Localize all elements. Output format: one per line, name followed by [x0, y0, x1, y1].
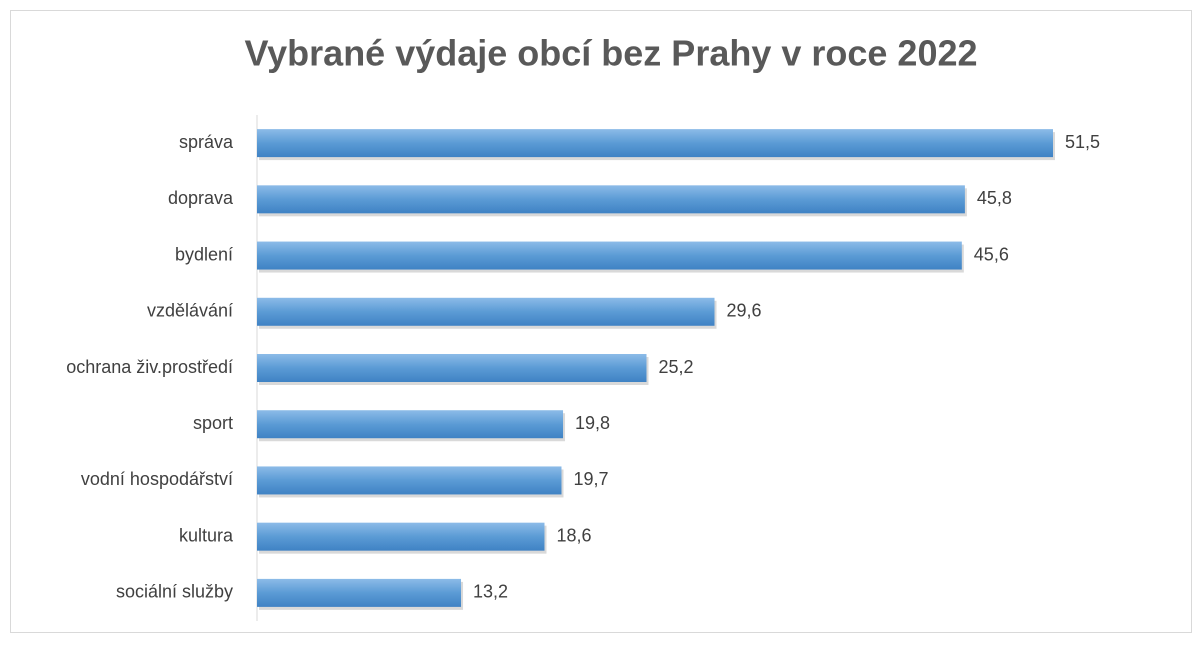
value-label: 18,6 [556, 525, 591, 545]
bar [257, 410, 564, 439]
value-label: 29,6 [727, 301, 762, 321]
value-label: 45,6 [974, 244, 1009, 264]
bar [257, 578, 462, 607]
value-label: 51,5 [1065, 132, 1100, 152]
category-label: správa [179, 132, 234, 152]
chart-title: Vybrané výdaje obcí bez Prahy v roce 202… [244, 33, 977, 74]
bar [257, 129, 1053, 158]
bar [257, 522, 545, 551]
value-label: 19,7 [573, 469, 608, 489]
category-label: kultura [179, 525, 234, 545]
category-label: ochrana živ.prostředí [66, 357, 233, 377]
category-label: sport [193, 413, 233, 433]
bar [257, 297, 715, 326]
category-label: doprava [168, 188, 234, 208]
category-label: sociální služby [116, 582, 233, 602]
category-label: vodní hospodářství [81, 469, 233, 489]
value-label: 45,8 [977, 188, 1012, 208]
category-label: vzdělávání [147, 301, 233, 321]
value-label: 19,8 [575, 413, 610, 433]
bar [257, 466, 562, 495]
bar [257, 185, 965, 214]
category-label: bydlení [175, 244, 233, 264]
bar [257, 354, 647, 382]
value-label: 13,2 [473, 582, 508, 602]
bar [257, 241, 962, 270]
value-label: 25,2 [658, 357, 693, 377]
